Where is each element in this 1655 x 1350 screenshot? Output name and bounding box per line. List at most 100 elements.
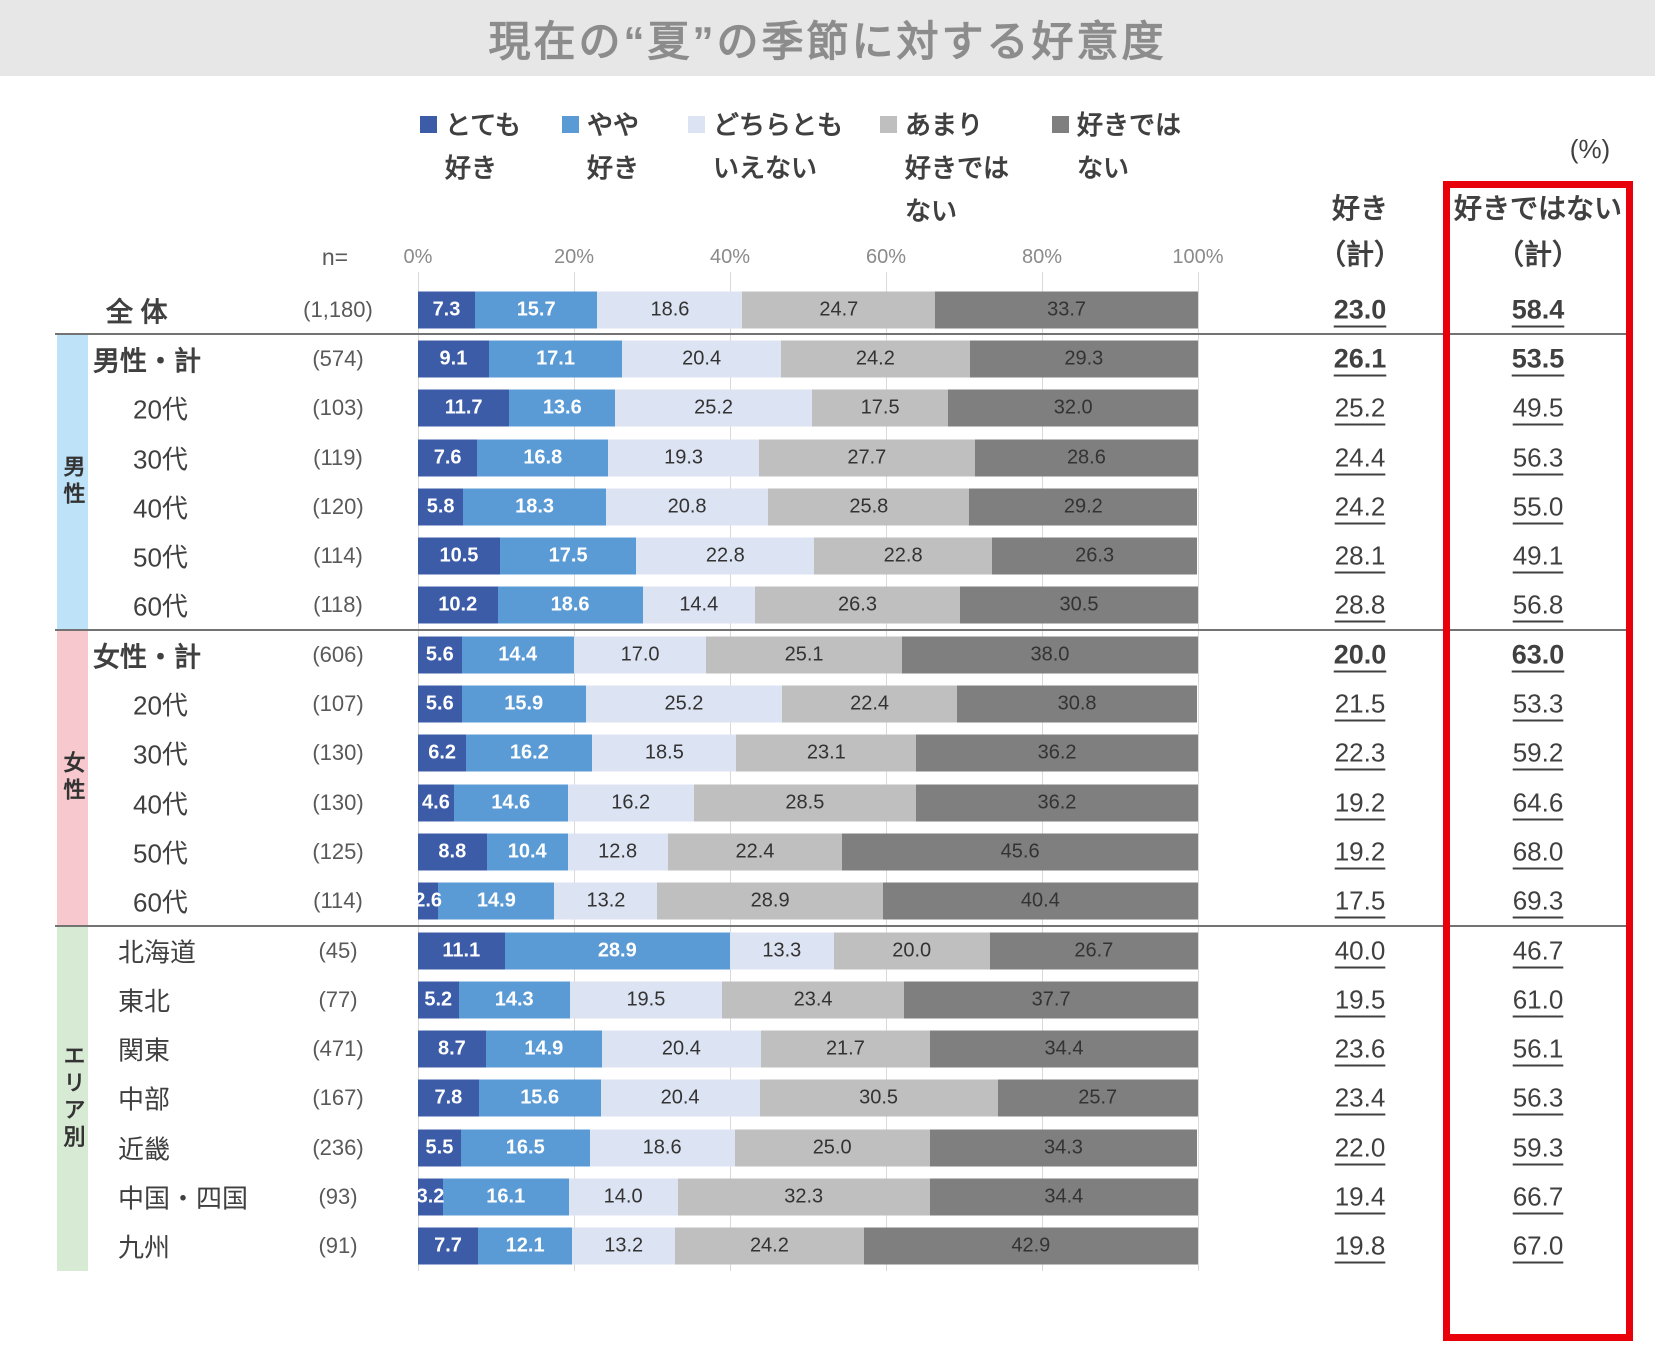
segment-value: 28.5	[785, 791, 825, 814]
bar-segment: 30.5	[960, 586, 1198, 624]
bar-segment: 25.0	[734, 1129, 930, 1167]
bar-segment: 20.4	[601, 1030, 761, 1068]
table-row: 北海道 (45) 11.1 28.9 13.3 20.0 26.7 40.0 46.7	[0, 926, 1655, 975]
section-band: 女性	[57, 630, 88, 926]
bar-segment: 26.3	[992, 537, 1198, 575]
segment-value: 36.2	[1037, 741, 1077, 764]
section-divider	[55, 924, 1631, 927]
stacked-bar: 5.2 14.3 19.5 23.4 37.7	[418, 981, 1198, 1019]
segment-value: 17.0	[620, 643, 660, 666]
segment-value: 20.8	[667, 495, 707, 518]
segment-value: 37.7	[1031, 988, 1071, 1011]
section-label: 女性	[60, 750, 86, 805]
bar-segment: 5.2	[418, 981, 459, 1019]
bar-segment: 26.7	[989, 932, 1198, 970]
stacked-bar: 10.2 18.6 14.4 26.3 30.5	[418, 586, 1198, 624]
segment-value: 26.7	[1074, 939, 1114, 962]
bar-segment: 8.7	[418, 1030, 486, 1068]
legend-label: とても 好き	[445, 110, 521, 183]
segment-value: 30.8	[1057, 692, 1097, 715]
like-total-value: 23.4	[1334, 1082, 1386, 1113]
bar-segment: 10.2	[418, 586, 498, 624]
row-label: 全 体	[106, 297, 168, 328]
legend-label: やや 好き	[587, 110, 640, 183]
bar-segment: 38.0	[901, 636, 1198, 674]
table-row: 九州 (91) 7.7 12.1 13.2 24.2 42.9 19.8 67.0	[0, 1222, 1655, 1271]
bar-segment: 36.2	[916, 734, 1198, 772]
row-label: 男性・計	[93, 346, 201, 377]
bar-segment: 5.6	[418, 636, 462, 674]
legend-item: どちらとも いえない	[688, 104, 878, 190]
dislike-total-value: 53.3	[1512, 688, 1564, 719]
like-total-value: 19.5	[1334, 984, 1386, 1015]
segment-value: 19.5	[626, 988, 666, 1011]
table-row: 20代 (107) 5.6 15.9 25.2 22.4 30.8 21.5 53.3	[0, 679, 1655, 728]
segment-value: 7.6	[433, 446, 462, 469]
row-n-count: (114)	[313, 888, 363, 914]
bar-segment: 17.5	[499, 537, 637, 575]
bar-segment: 22.4	[782, 685, 957, 723]
like-total-value: 22.0	[1334, 1132, 1386, 1163]
table-row: 50代 (125) 8.8 10.4 12.8 22.4 45.6 19.2 68.0	[0, 827, 1655, 876]
segment-value: 25.7	[1078, 1086, 1118, 1109]
dislike-total-value: 49.1	[1512, 540, 1564, 571]
section-divider	[55, 629, 1631, 632]
segment-value: 5.6	[425, 692, 454, 715]
segment-value: 6.2	[428, 741, 457, 764]
legend-item: とても 好き	[420, 104, 550, 190]
like-total-value: 28.8	[1334, 589, 1386, 620]
axis-tick: 100%	[1172, 246, 1224, 268]
bar-segment: 25.2	[585, 685, 783, 723]
bar-segment: 18.3	[463, 488, 606, 526]
bar-segment: 24.7	[742, 291, 936, 329]
table-row: 近畿 (236) 5.5 16.5 18.6 25.0 34.3 22.0 59.3	[0, 1123, 1655, 1172]
segment-value: 13.6	[542, 396, 582, 419]
like-total-value: 19.2	[1334, 787, 1386, 818]
segment-value: 18.6	[642, 1136, 682, 1159]
bar-segment: 29.3	[969, 340, 1198, 378]
segment-value: 10.4	[507, 840, 547, 863]
bar-segment: 21.7	[760, 1030, 930, 1068]
row-label: 50代	[133, 542, 188, 573]
segment-value: 23.4	[793, 988, 833, 1011]
segment-value: 12.8	[598, 840, 638, 863]
bar-segment: 22.8	[814, 537, 993, 575]
bar-segment: 42.9	[863, 1227, 1198, 1265]
bar-segment: 25.7	[997, 1079, 1198, 1117]
table-row: 30代 (130) 6.2 16.2 18.5 23.1 36.2 22.3 59.2	[0, 729, 1655, 778]
bar-segment: 5.5	[418, 1129, 461, 1167]
chart-rows: 全 体 (1,180) 7.3 15.7 18.6 24.7 33.7 23.0 58.4 男性・…	[0, 285, 1655, 1271]
segment-value: 25.1	[784, 643, 824, 666]
segment-value: 14.4	[498, 643, 538, 666]
dislike-total-value: 59.3	[1512, 1132, 1564, 1163]
axis-tick: 0%	[403, 246, 433, 268]
segment-value: 13.3	[762, 939, 802, 962]
bar-segment: 13.6	[509, 389, 616, 427]
dislike-total-value: 49.5	[1512, 392, 1564, 423]
bar-segment: 34.3	[929, 1129, 1198, 1167]
segment-value: 14.6	[491, 791, 531, 814]
segment-value: 22.8	[883, 544, 923, 567]
segment-value: 18.6	[650, 298, 690, 321]
segment-value: 16.8	[523, 446, 563, 469]
stacked-bar: 4.6 14.6 16.2 28.5 36.2	[418, 784, 1198, 822]
bar-segment: 14.4	[461, 636, 574, 674]
row-label: 30代	[133, 444, 188, 475]
like-total-value: 19.8	[1334, 1230, 1386, 1261]
bar-segment: 18.5	[592, 734, 737, 772]
dislike-total-value: 67.0	[1512, 1230, 1564, 1261]
segment-value: 3.2	[416, 1185, 445, 1208]
like-total-value: 40.0	[1334, 935, 1386, 966]
stacked-bar: 5.8 18.3 20.8 25.8 29.2	[418, 488, 1198, 526]
bar-segment: 7.6	[418, 439, 478, 477]
segment-value: 15.6	[520, 1086, 560, 1109]
dislike-total-value: 46.7	[1512, 935, 1564, 966]
segment-value: 14.3	[494, 988, 534, 1011]
segment-value: 20.0	[892, 939, 932, 962]
segment-value: 24.7	[819, 298, 859, 321]
segment-value: 20.4	[661, 1037, 701, 1060]
row-label: 60代	[133, 887, 188, 918]
stacked-bar: 5.6 14.4 17.0 25.1 38.0	[418, 636, 1198, 674]
segment-value: 8.7	[437, 1037, 466, 1060]
bar-segment: 7.7	[418, 1227, 478, 1265]
